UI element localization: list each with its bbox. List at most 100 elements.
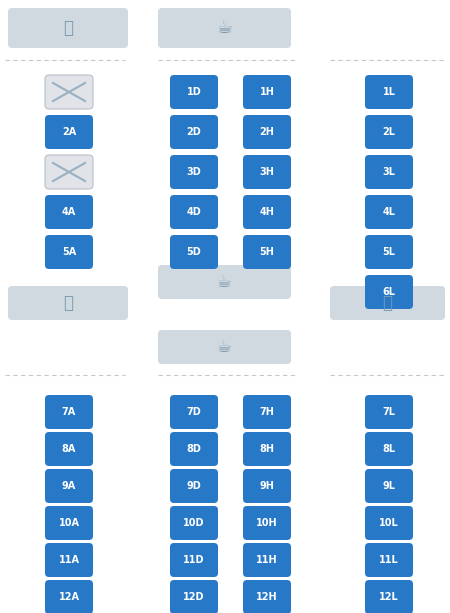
FancyBboxPatch shape	[158, 8, 291, 48]
Text: 8A: 8A	[62, 444, 76, 454]
Text: ☕: ☕	[216, 19, 233, 37]
Text: 11D: 11D	[183, 555, 205, 565]
FancyBboxPatch shape	[365, 75, 413, 109]
FancyBboxPatch shape	[45, 432, 93, 466]
FancyBboxPatch shape	[45, 469, 93, 503]
Text: 10H: 10H	[256, 518, 278, 528]
Text: 9L: 9L	[382, 481, 396, 491]
Text: 5D: 5D	[187, 247, 202, 257]
FancyBboxPatch shape	[243, 506, 291, 540]
FancyBboxPatch shape	[365, 580, 413, 613]
FancyBboxPatch shape	[45, 506, 93, 540]
FancyBboxPatch shape	[170, 155, 218, 189]
FancyBboxPatch shape	[170, 395, 218, 429]
Text: 8D: 8D	[187, 444, 202, 454]
Text: 12H: 12H	[256, 592, 278, 602]
Text: 10D: 10D	[183, 518, 205, 528]
FancyBboxPatch shape	[243, 75, 291, 109]
FancyBboxPatch shape	[243, 543, 291, 577]
FancyBboxPatch shape	[243, 580, 291, 613]
FancyBboxPatch shape	[330, 286, 445, 320]
Text: 4D: 4D	[187, 207, 202, 217]
FancyBboxPatch shape	[45, 235, 93, 269]
FancyBboxPatch shape	[243, 155, 291, 189]
FancyBboxPatch shape	[45, 155, 93, 189]
Text: 3D: 3D	[187, 167, 202, 177]
FancyBboxPatch shape	[365, 543, 413, 577]
Text: ☕: ☕	[217, 338, 232, 356]
Text: 11H: 11H	[256, 555, 278, 565]
Text: 5H: 5H	[260, 247, 274, 257]
Text: 9D: 9D	[187, 481, 202, 491]
Text: 5A: 5A	[62, 247, 76, 257]
FancyBboxPatch shape	[158, 330, 291, 364]
Text: 12D: 12D	[183, 592, 205, 602]
Text: 4A: 4A	[62, 207, 76, 217]
Text: 11L: 11L	[379, 555, 399, 565]
Text: 12A: 12A	[58, 592, 80, 602]
FancyBboxPatch shape	[365, 395, 413, 429]
FancyBboxPatch shape	[365, 235, 413, 269]
FancyBboxPatch shape	[365, 506, 413, 540]
FancyBboxPatch shape	[365, 195, 413, 229]
Text: 8H: 8H	[260, 444, 274, 454]
FancyBboxPatch shape	[243, 235, 291, 269]
FancyBboxPatch shape	[45, 543, 93, 577]
Text: 3H: 3H	[260, 167, 274, 177]
Text: 12L: 12L	[379, 592, 399, 602]
FancyBboxPatch shape	[170, 432, 218, 466]
Text: 9H: 9H	[260, 481, 274, 491]
FancyBboxPatch shape	[170, 235, 218, 269]
FancyBboxPatch shape	[8, 8, 128, 48]
Text: 2L: 2L	[382, 127, 396, 137]
Text: 5L: 5L	[382, 247, 396, 257]
FancyBboxPatch shape	[365, 469, 413, 503]
Text: 2H: 2H	[260, 127, 274, 137]
Text: 4H: 4H	[260, 207, 274, 217]
FancyBboxPatch shape	[365, 432, 413, 466]
FancyBboxPatch shape	[243, 195, 291, 229]
Text: 7D: 7D	[187, 407, 202, 417]
Text: 🚻: 🚻	[63, 19, 73, 37]
FancyBboxPatch shape	[45, 195, 93, 229]
FancyBboxPatch shape	[170, 506, 218, 540]
FancyBboxPatch shape	[243, 432, 291, 466]
Text: 2A: 2A	[62, 127, 76, 137]
Text: 🚻: 🚻	[382, 294, 392, 312]
Text: 🚻: 🚻	[63, 294, 73, 312]
Text: 1H: 1H	[260, 87, 274, 97]
FancyBboxPatch shape	[243, 469, 291, 503]
Text: 1D: 1D	[187, 87, 202, 97]
FancyBboxPatch shape	[45, 75, 93, 109]
Text: 9A: 9A	[62, 481, 76, 491]
FancyBboxPatch shape	[158, 265, 291, 299]
FancyBboxPatch shape	[170, 469, 218, 503]
Text: 10A: 10A	[58, 518, 80, 528]
Text: 7H: 7H	[260, 407, 274, 417]
Text: ☕: ☕	[217, 273, 232, 291]
Text: 7A: 7A	[62, 407, 76, 417]
Text: 10L: 10L	[379, 518, 399, 528]
FancyBboxPatch shape	[170, 115, 218, 149]
FancyBboxPatch shape	[365, 155, 413, 189]
FancyBboxPatch shape	[243, 115, 291, 149]
Text: 3L: 3L	[382, 167, 396, 177]
Text: 1L: 1L	[382, 87, 396, 97]
Text: 2D: 2D	[187, 127, 202, 137]
FancyBboxPatch shape	[8, 286, 128, 320]
FancyBboxPatch shape	[45, 115, 93, 149]
Text: 7L: 7L	[382, 407, 396, 417]
FancyBboxPatch shape	[365, 115, 413, 149]
FancyBboxPatch shape	[45, 580, 93, 613]
FancyBboxPatch shape	[170, 75, 218, 109]
FancyBboxPatch shape	[45, 395, 93, 429]
FancyBboxPatch shape	[170, 195, 218, 229]
FancyBboxPatch shape	[365, 275, 413, 309]
Text: 4L: 4L	[382, 207, 396, 217]
FancyBboxPatch shape	[170, 580, 218, 613]
Text: 8L: 8L	[382, 444, 396, 454]
FancyBboxPatch shape	[170, 543, 218, 577]
FancyBboxPatch shape	[243, 395, 291, 429]
Text: 11A: 11A	[58, 555, 80, 565]
Text: 6L: 6L	[382, 287, 396, 297]
